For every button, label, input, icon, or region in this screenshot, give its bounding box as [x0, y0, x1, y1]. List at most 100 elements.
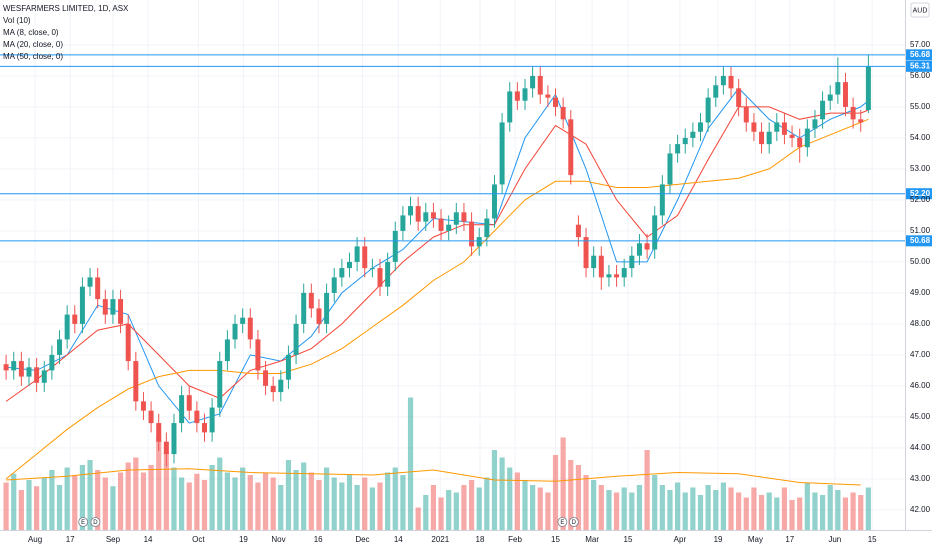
x-tick-label: 17	[785, 535, 794, 544]
volume-bar	[301, 462, 307, 530]
volume-bar	[64, 467, 70, 530]
candle-body	[293, 323, 299, 355]
candle-body	[797, 137, 803, 148]
candle-body	[95, 277, 101, 300]
volume-bar	[354, 485, 360, 530]
volume-bar	[766, 492, 772, 530]
candle-body	[644, 243, 650, 250]
candle-body	[118, 299, 124, 324]
candle-body	[736, 88, 742, 107]
volume-bar	[842, 497, 849, 530]
volume-bar	[331, 477, 337, 530]
volume-bar	[262, 472, 269, 530]
y-tick-label: 52.00	[910, 195, 931, 204]
candle-body	[606, 274, 612, 278]
volume-bar	[812, 492, 818, 530]
candle-body	[865, 66, 871, 111]
candle-body	[202, 423, 208, 433]
candle-body	[339, 268, 345, 278]
candle-body	[568, 119, 574, 176]
volume-bar	[179, 477, 185, 530]
candle-body	[400, 215, 406, 231]
y-tick-label: 57.00	[910, 40, 931, 49]
volume-bar	[499, 457, 505, 530]
volume-bar	[675, 482, 681, 530]
volume-bar	[72, 475, 78, 530]
candle-body	[156, 423, 162, 442]
x-tick-label: Aug	[28, 535, 42, 544]
volume-bar	[636, 485, 643, 530]
y-tick-label: 45.00	[910, 412, 931, 421]
x-tick-label: 19	[714, 535, 723, 544]
candle-body	[270, 385, 276, 393]
y-tick-label: 42.00	[910, 505, 931, 514]
volume-bar	[56, 485, 63, 530]
legend-entry: MA (50, close, 0)	[3, 52, 63, 61]
volume-bar	[751, 487, 757, 530]
candle-body	[499, 122, 505, 185]
candle-body	[453, 212, 459, 225]
volume-bar	[591, 480, 597, 530]
volume-bar	[346, 475, 353, 530]
candle-body	[812, 119, 818, 129]
x-tick-label: Nov	[271, 535, 285, 544]
volume-bar	[507, 467, 513, 530]
candle-body	[217, 361, 223, 408]
candle-body	[209, 407, 215, 433]
candle-body	[171, 423, 177, 455]
volume-bar	[789, 500, 795, 530]
candle-body	[614, 274, 620, 278]
candle-body	[446, 224, 452, 231]
currency-box[interactable]	[910, 2, 930, 18]
candle-body	[179, 395, 185, 424]
volume-bar	[583, 475, 589, 530]
volume-bar	[201, 480, 208, 530]
y-tick-label: 51.00	[910, 226, 931, 235]
x-tick-label: 19	[239, 535, 248, 544]
volume-bar	[819, 495, 826, 530]
volume-bar	[491, 450, 498, 530]
volume-bar	[369, 487, 375, 530]
volume-bar	[850, 492, 856, 530]
volume-bar	[87, 460, 93, 530]
candle-body	[789, 134, 795, 138]
volume-bar	[415, 507, 421, 530]
candle-body	[278, 379, 284, 393]
candle-body	[301, 292, 307, 324]
candle-body	[720, 75, 726, 86]
candle-body	[537, 75, 543, 95]
volume-bar	[438, 497, 444, 530]
x-tick-label: 2021	[431, 535, 449, 544]
candle-body	[415, 206, 421, 222]
volume-bar	[659, 485, 665, 530]
candle-body	[690, 131, 696, 138]
candle-body	[331, 277, 337, 293]
candle-body	[621, 268, 627, 278]
legend: WESFARMERS LIMITED, 1D, ASX Vol (10) MA …	[3, 4, 129, 61]
x-tick-label: 16	[314, 535, 323, 544]
candle-body	[476, 237, 482, 247]
x-tick-label: 15	[868, 535, 877, 544]
candle-body	[820, 100, 826, 120]
volume-bar	[774, 497, 780, 530]
candle-body	[163, 441, 169, 455]
candle-body	[713, 85, 719, 98]
volume-bar	[858, 495, 864, 530]
candle-body	[491, 184, 497, 219]
volume-bar	[407, 397, 414, 530]
event-marker	[557, 517, 568, 527]
candle-body	[102, 299, 108, 315]
volume-bar	[41, 477, 47, 530]
volume-bar	[148, 465, 154, 530]
x-tick-label: 18	[476, 535, 485, 544]
candle-body	[682, 137, 688, 145]
candle-body	[598, 255, 604, 278]
candle-body	[3, 364, 9, 371]
y-tick-label: 44.00	[910, 443, 931, 452]
event-label: D	[572, 520, 577, 526]
volume-bar	[278, 485, 284, 530]
volume-bar	[323, 467, 330, 530]
volume-bar	[865, 487, 871, 530]
x-tick-label: May	[748, 535, 763, 544]
candle-body	[232, 323, 238, 340]
